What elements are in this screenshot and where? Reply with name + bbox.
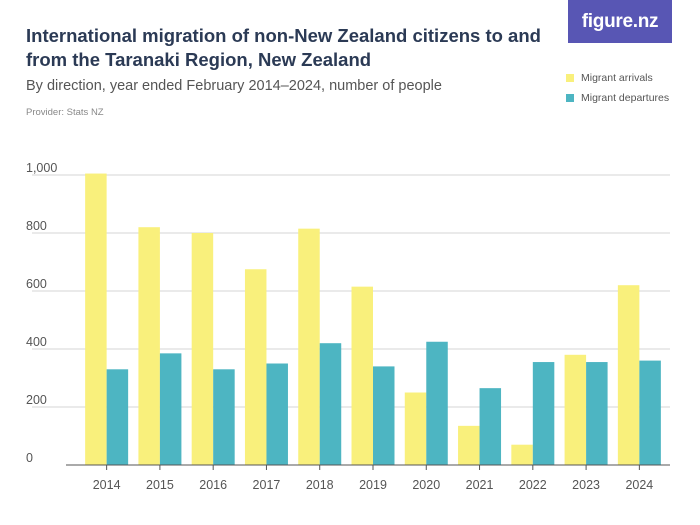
- legend-swatch-departures: [566, 94, 574, 102]
- bar-departures: [319, 343, 342, 465]
- x-tick-label: 2023: [572, 478, 600, 492]
- bar-departures: [479, 388, 502, 465]
- chart-subtitle: By direction, year ended February 2014–2…: [26, 78, 442, 94]
- y-tick-label: 200: [26, 393, 47, 407]
- bar-arrivals: [298, 228, 320, 465]
- bar-arrivals: [617, 285, 640, 465]
- bar-departures: [159, 353, 182, 465]
- bar-arrivals: [138, 227, 160, 465]
- bar-arrivals: [404, 392, 427, 465]
- bar-arrivals: [85, 173, 107, 466]
- bar-departures: [213, 369, 235, 465]
- x-tick-label: 2022: [519, 478, 547, 492]
- bar-departures: [586, 362, 608, 465]
- bar-arrivals: [244, 269, 267, 465]
- bar-departures: [266, 363, 288, 465]
- bar-departures: [532, 362, 555, 465]
- x-tick-label: 2020: [412, 478, 440, 492]
- legend: Migrant arrivals Migrant departures: [566, 68, 669, 108]
- bar-arrivals: [458, 425, 480, 465]
- chart-title: International migration of non-New Zeala…: [26, 25, 541, 70]
- y-tick-label: 1,000: [26, 161, 57, 175]
- x-tick-label: 2021: [466, 478, 494, 492]
- legend-label-departures: Migrant departures: [581, 92, 670, 104]
- legend-item-departures: Migrant departures: [566, 88, 669, 108]
- x-tick-label: 2016: [199, 478, 227, 492]
- x-tick-label: 2024: [625, 478, 653, 492]
- x-tick-label: 2017: [253, 478, 281, 492]
- bar-arrivals: [351, 286, 373, 465]
- figure-nz-logo[interactable]: figure.nz: [568, 0, 672, 43]
- bar-arrivals: [191, 233, 214, 465]
- bar-arrivals: [564, 354, 587, 465]
- x-tick-label: 2018: [306, 478, 334, 492]
- legend-swatch-arrivals: [566, 74, 574, 82]
- legend-label-arrivals: Migrant arrivals: [581, 72, 653, 84]
- y-tick-label: 600: [26, 277, 47, 291]
- y-tick-label: 800: [26, 219, 47, 233]
- y-tick-label: 0: [26, 451, 33, 465]
- provider-label: Provider: Stats NZ: [26, 107, 104, 118]
- x-tick-label: 2019: [359, 478, 387, 492]
- bar-departures: [373, 366, 395, 465]
- bar-arrivals: [511, 444, 533, 465]
- legend-item-arrivals: Migrant arrivals: [566, 68, 669, 88]
- bar-departures: [426, 341, 448, 465]
- y-tick-label: 400: [26, 335, 47, 349]
- x-tick-label: 2015: [146, 478, 174, 492]
- bar-departures: [639, 360, 661, 465]
- bar-departures: [106, 369, 129, 465]
- x-tick-label: 2014: [93, 478, 121, 492]
